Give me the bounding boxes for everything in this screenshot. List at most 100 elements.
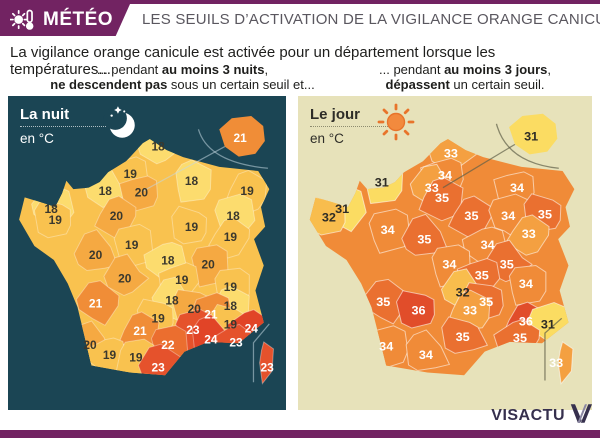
dept-temp-label: 21 bbox=[89, 296, 103, 310]
dept-temp-label: 34 bbox=[481, 238, 495, 252]
department-area bbox=[508, 265, 547, 306]
dept-temp-label: 35 bbox=[538, 208, 552, 222]
dept-temp-label: 35 bbox=[376, 295, 390, 309]
dept-temp-label: 33 bbox=[463, 304, 477, 318]
dept-temp-label: 35 bbox=[456, 330, 470, 344]
dept-temp-label: 18 bbox=[165, 294, 179, 308]
dept-temp-label: 21 bbox=[204, 308, 218, 322]
dept-temp-label: 35 bbox=[417, 233, 431, 247]
dept-temp-label: 34 bbox=[379, 340, 393, 354]
sun-thermometer-icon bbox=[10, 8, 36, 32]
department-area bbox=[368, 208, 411, 254]
day-map-title: Le jour bbox=[310, 106, 396, 127]
night-condition-text: ... pendant au moins 3 nuits, ne descend… bbox=[15, 62, 350, 92]
day-map-header: Le jour en °C bbox=[310, 106, 396, 146]
dept-temp-label: 19 bbox=[124, 167, 138, 181]
dept-temp-label: 23 bbox=[229, 335, 243, 349]
department-area bbox=[33, 199, 72, 239]
dept-temp-label: 23 bbox=[151, 360, 165, 374]
dept-temp-label: 31 bbox=[375, 176, 389, 190]
dept-temp-label: 18 bbox=[227, 209, 241, 223]
sun-icon bbox=[376, 102, 416, 147]
corsica-area bbox=[557, 341, 574, 385]
dept-temp-label: 35 bbox=[500, 258, 514, 272]
dept-temp-label: 20 bbox=[110, 209, 124, 223]
dept-temp-label: 35 bbox=[479, 295, 493, 309]
day-condition-line1: ... pendant au moins 3 jours, bbox=[379, 62, 551, 77]
credit-block: VISACTU bbox=[491, 404, 592, 428]
meteo-badge: MÉTÉO bbox=[0, 4, 130, 36]
dept-temp-label: 18 bbox=[224, 299, 238, 313]
dept-temp-label: 22 bbox=[161, 338, 175, 352]
department-area bbox=[405, 329, 451, 372]
dept-temp-label: 34 bbox=[519, 277, 533, 291]
dept-temp-label: 18 bbox=[185, 174, 199, 188]
dept-temp-label: 20 bbox=[188, 302, 202, 316]
dept-temp-label: 35 bbox=[513, 332, 527, 346]
night-map-title: La nuit bbox=[20, 106, 106, 127]
dept-temp-label: 19 bbox=[224, 280, 238, 294]
department-area bbox=[73, 229, 119, 272]
department-area bbox=[118, 175, 159, 212]
dept-temp-label: 19 bbox=[240, 184, 254, 198]
dept-temp-label: 20 bbox=[118, 271, 132, 285]
dept-temp-label: 19 bbox=[125, 238, 139, 252]
dept-temp-label: 19 bbox=[49, 213, 63, 227]
night-condition-line2: ne descendent pas sous un certain seuil … bbox=[50, 76, 315, 92]
department-area bbox=[505, 214, 550, 256]
department-area bbox=[137, 343, 182, 376]
inset-callout-line bbox=[141, 146, 226, 193]
dept-temp-label: 19 bbox=[175, 273, 189, 287]
paris-inset-area bbox=[219, 116, 265, 157]
dept-temp-label: 35 bbox=[464, 209, 478, 223]
dept-temp-label: 19 bbox=[151, 312, 165, 326]
page-title: LES SEUILS D’ACTIVATION DE LA VIGILANCE … bbox=[142, 11, 600, 28]
dept-temp-label: 33 bbox=[425, 181, 439, 195]
dept-temp-label: 19 bbox=[224, 230, 238, 244]
dept-temp-label: 33 bbox=[444, 147, 458, 161]
credit-text: VISACTU bbox=[491, 407, 565, 424]
dept-temp-label: 31 bbox=[335, 202, 349, 216]
dept-temp-label: 32 bbox=[456, 286, 470, 300]
department-area bbox=[171, 205, 207, 245]
night-map-unit: en °C bbox=[20, 131, 54, 146]
dept-temp-label: 36 bbox=[412, 304, 426, 318]
top-accent-line bbox=[0, 0, 600, 4]
paris-inset-area bbox=[509, 113, 558, 155]
dept-temp-label: 34 bbox=[419, 348, 433, 362]
visactu-logo-icon bbox=[569, 404, 592, 428]
dept-temp-label: 34 bbox=[501, 209, 515, 223]
inset-temp-label: 31 bbox=[524, 130, 538, 144]
brand-label: MÉTÉO bbox=[43, 9, 114, 30]
moon-icon bbox=[98, 102, 140, 149]
dept-temp-label: 19 bbox=[129, 351, 143, 365]
dept-temp-label: 20 bbox=[135, 185, 149, 199]
night-condition-line1: ... pendant au moins 3 nuits, bbox=[96, 62, 269, 77]
day-map-panel: Le jour en °C 33 34 31 33 34 35 31 32 35 34 35 33 34… bbox=[298, 96, 592, 410]
dept-temp-label: 31 bbox=[541, 318, 555, 332]
dept-temp-label: 20 bbox=[83, 338, 97, 352]
dept-temp-label: 32 bbox=[322, 211, 336, 225]
dept-temp-label: 34 bbox=[510, 181, 524, 195]
dept-temp-label: 33 bbox=[549, 357, 563, 371]
dept-temp-label: 21 bbox=[133, 324, 147, 338]
night-map-header: La nuit en °C bbox=[20, 106, 106, 146]
dept-temp-label: 34 bbox=[381, 223, 395, 237]
dept-temp-label: 35 bbox=[475, 269, 489, 283]
department-area bbox=[395, 290, 435, 329]
day-map-unit: en °C bbox=[310, 131, 344, 146]
dept-temp-label: 20 bbox=[89, 248, 103, 262]
bottom-accent-bar bbox=[0, 430, 600, 438]
day-condition-text: ... pendant au moins 3 jours, dépassent … bbox=[340, 62, 590, 92]
dept-temp-label: 18 bbox=[99, 184, 113, 198]
intro-text: La vigilance orange canicule est activée… bbox=[10, 44, 496, 78]
dept-temp-label: 36 bbox=[519, 315, 533, 329]
dept-temp-label: 34 bbox=[438, 169, 452, 183]
dept-temp-label: 33 bbox=[522, 227, 536, 241]
inset-arc bbox=[197, 129, 268, 169]
inset-callout-line bbox=[442, 143, 516, 189]
inset-arc bbox=[495, 123, 559, 169]
dept-temp-label: 19 bbox=[224, 317, 238, 331]
